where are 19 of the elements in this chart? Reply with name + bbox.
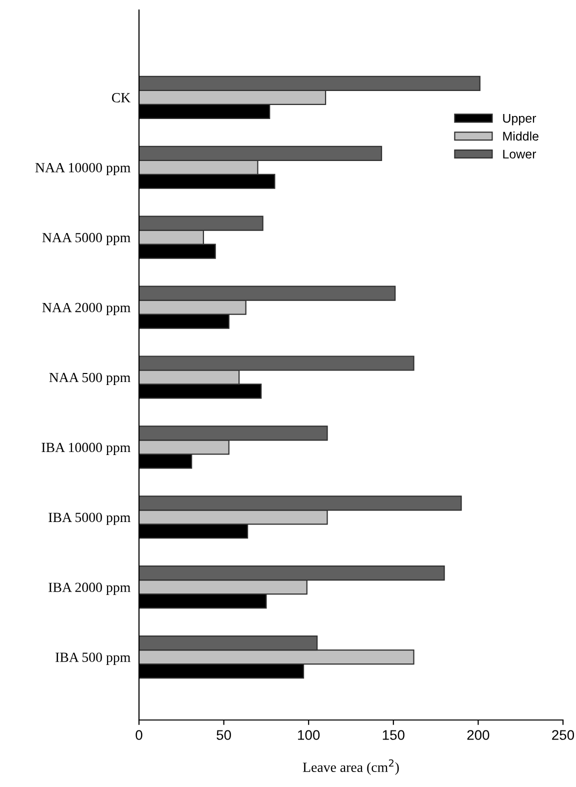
y-tick-label: NAA 10000 ppm [35, 162, 130, 176]
x-tick-label: 50 [216, 730, 231, 740]
x-tick-label: 150 [382, 730, 404, 740]
y-tick-label: CK [112, 93, 131, 102]
y-tick-label: IBA 5000 ppm [48, 512, 130, 525]
y-tick-label: IBA 2000 ppm [48, 582, 130, 595]
legend-label: Lower [503, 150, 536, 159]
x-tick-label: 200 [467, 730, 490, 740]
y-tick-label: IBA 500 ppm [56, 652, 130, 665]
x-tick-label: 100 [298, 730, 320, 740]
y-tick-label: NAA 500 ppm [49, 372, 130, 386]
y-tick-label: NAA 5000 ppm [42, 232, 130, 246]
y-tick-label: IBA 10000 ppm [42, 442, 130, 455]
x-tick-label: 250 [552, 730, 574, 740]
y-tick-label: NAA 2000 ppm [42, 302, 130, 316]
x-tick-label: 0 [136, 730, 142, 740]
legend-label: Upper [503, 114, 536, 126]
x-axis-title: Leave area (cm$^{2}$) [302, 759, 399, 775]
legend-label: Middle [503, 131, 538, 141]
